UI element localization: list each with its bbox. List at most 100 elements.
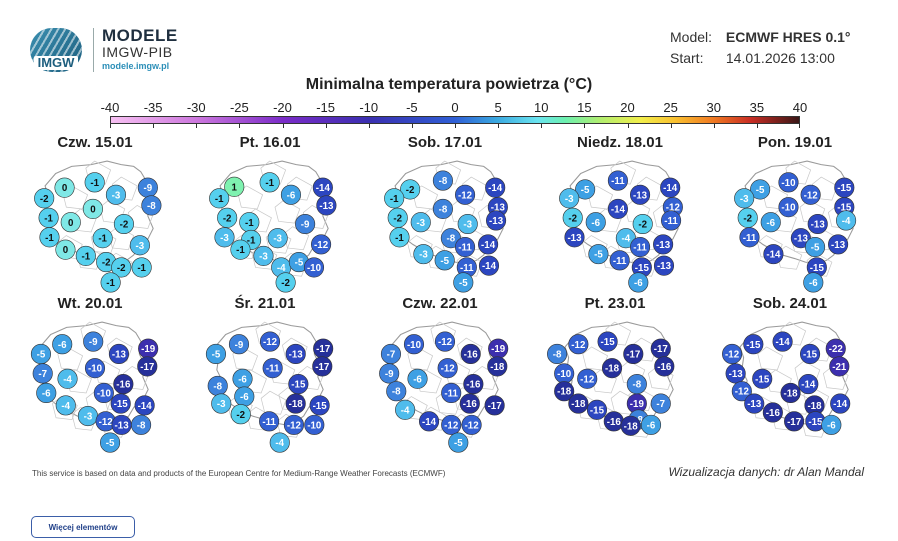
temperature-bubble [400, 179, 421, 200]
temperature-value: -6 [809, 278, 818, 289]
temperature-bubble [432, 170, 453, 191]
panel-day-label: Śr. 21.01 [234, 295, 296, 312]
temperature-bubble [285, 393, 306, 414]
temperature-value: -1 [45, 233, 54, 244]
temperature-value: -13 [112, 350, 127, 361]
temperature-value: -11 [460, 263, 474, 274]
temperature-bubble [108, 343, 129, 365]
temperature-value: -4 [842, 216, 851, 227]
temperature-value: -14 [801, 380, 816, 391]
temperature-value: -9 [144, 183, 153, 194]
temperature-value: -1 [390, 194, 399, 205]
temperature-value: -4 [275, 438, 284, 449]
temperature-bubble [110, 393, 131, 414]
start-label: Start: [670, 50, 704, 66]
temperature-bubble [821, 414, 842, 435]
logo-url: modele.imgw.pl [102, 61, 170, 71]
temperature-bubble [280, 184, 302, 205]
temperature-value: -16 [464, 350, 479, 361]
colorbar-tick [670, 124, 672, 128]
temperature-value: -4 [622, 234, 631, 245]
temperature-value: -15 [755, 374, 770, 385]
temperature-value: -5 [295, 258, 304, 269]
temperature-value: -1 [44, 213, 53, 224]
colorbar-tick [196, 124, 198, 128]
temperature-value: -18 [289, 399, 304, 410]
temperature-value: -15 [810, 263, 825, 274]
temperature-value: -15 [808, 417, 823, 428]
temperature-bubble [744, 393, 765, 414]
temperature-bubble [457, 213, 478, 235]
temperature-bubble [410, 212, 431, 233]
temperature-value: -14 [422, 417, 437, 428]
temperature-value: -14 [481, 240, 496, 251]
temperature-value: -17 [316, 344, 330, 355]
temperature-value: -14 [488, 183, 503, 194]
temperature-value: -3 [112, 190, 121, 201]
temperature-value: -8 [392, 387, 401, 398]
temperature-value: 0 [68, 218, 74, 229]
temperature-bubble [92, 228, 113, 249]
temperature-bubble [487, 356, 508, 377]
more-elements-button[interactable]: Więcej elementów [31, 516, 135, 538]
temperature-bubble [437, 358, 458, 379]
temperature-value: -12 [99, 417, 114, 428]
colorbar-label: -35 [143, 100, 163, 115]
temperature-bubble [316, 195, 337, 216]
panel-day-label: Pon. 19.01 [757, 134, 833, 151]
temperature-value: -5 [811, 243, 820, 254]
colorbar-label: 0 [451, 100, 459, 115]
visualization-credit: Wizualizacja danych: dr Alan Mandal [668, 465, 864, 479]
temperature-value: -14 [482, 261, 497, 272]
temperature-value: -17 [315, 362, 329, 373]
temperature-value: -3 [259, 251, 268, 262]
voivodeship-border [757, 346, 784, 371]
temperature-bubble [630, 236, 651, 258]
temperature-bubble [577, 368, 598, 389]
temperature-value: -12 [735, 387, 750, 398]
temperature-bubble [209, 188, 230, 209]
temperature-bubble [784, 411, 805, 432]
forecast-panel: Czw. 15.01 0 -1 -3 -9 -2 -8 -1 0 0 -2 -1 -1 -3 0 -1 -2 -2… [20, 134, 170, 294]
temperature-value: -9 [89, 337, 98, 348]
temperature-value: -21 [832, 362, 847, 373]
temperature-value: -3 [220, 233, 229, 244]
temperature-value: -6 [766, 218, 775, 229]
temperature-bubble [105, 184, 127, 205]
temperature-bubble [434, 250, 455, 271]
temperature-value: -3 [217, 399, 226, 410]
temperature-bubble [84, 172, 105, 193]
temperature-bubble [230, 404, 251, 425]
voivodeship-border [265, 229, 292, 254]
temperature-value: -11 [444, 389, 458, 400]
temperature-value: -13 [567, 233, 582, 244]
colorbar-tick [239, 124, 241, 128]
panel-day-label: Wt. 20.01 [57, 295, 123, 312]
temperature-bubble [134, 395, 155, 416]
temperature-value: -3 [565, 194, 574, 205]
temperature-bubble [807, 213, 828, 235]
temperature-bubble [304, 414, 325, 435]
temperature-value: -13 [656, 240, 671, 251]
temperature-bubble [461, 414, 482, 435]
temperature-value: -8 [633, 380, 642, 391]
temperature-bubble [259, 331, 281, 352]
panel-day-label: Niedz. 18.01 [577, 134, 663, 151]
temperature-value: -12 [438, 337, 453, 348]
temperature-bubble [303, 257, 325, 278]
temperature-bubble [267, 228, 288, 249]
temperature-value: -12 [725, 350, 740, 361]
voivodeship-border [274, 199, 301, 224]
temperature-value: -2 [638, 220, 647, 231]
colorbar-label: 25 [663, 100, 678, 115]
temperature-value: -15 [114, 399, 129, 410]
temperature-value: -15 [837, 183, 852, 194]
temperature-value: -3 [463, 220, 472, 231]
temperature-bubble [129, 235, 150, 256]
temperature-value: -2 [393, 213, 402, 224]
colorbar-tick [455, 124, 456, 128]
imgw-badge-icon: IMGW [30, 28, 82, 72]
poland-map: -9 -12 -13 -17 -5 -17 -11 -6 -8 -15 -6 -18 -3 -15 -2 -1… [205, 321, 334, 453]
temperature-bubble [650, 393, 671, 414]
temperature-value: -13 [747, 399, 762, 410]
